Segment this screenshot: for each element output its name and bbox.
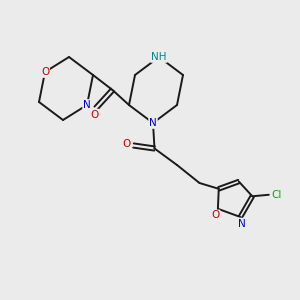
Text: O: O [212, 210, 220, 220]
Text: O: O [123, 139, 131, 149]
Text: O: O [90, 110, 99, 120]
Text: N: N [83, 100, 91, 110]
Text: NH: NH [151, 52, 167, 62]
Text: O: O [41, 67, 49, 77]
Text: N: N [238, 219, 246, 229]
Text: Cl: Cl [272, 190, 282, 200]
Text: N: N [149, 118, 157, 128]
